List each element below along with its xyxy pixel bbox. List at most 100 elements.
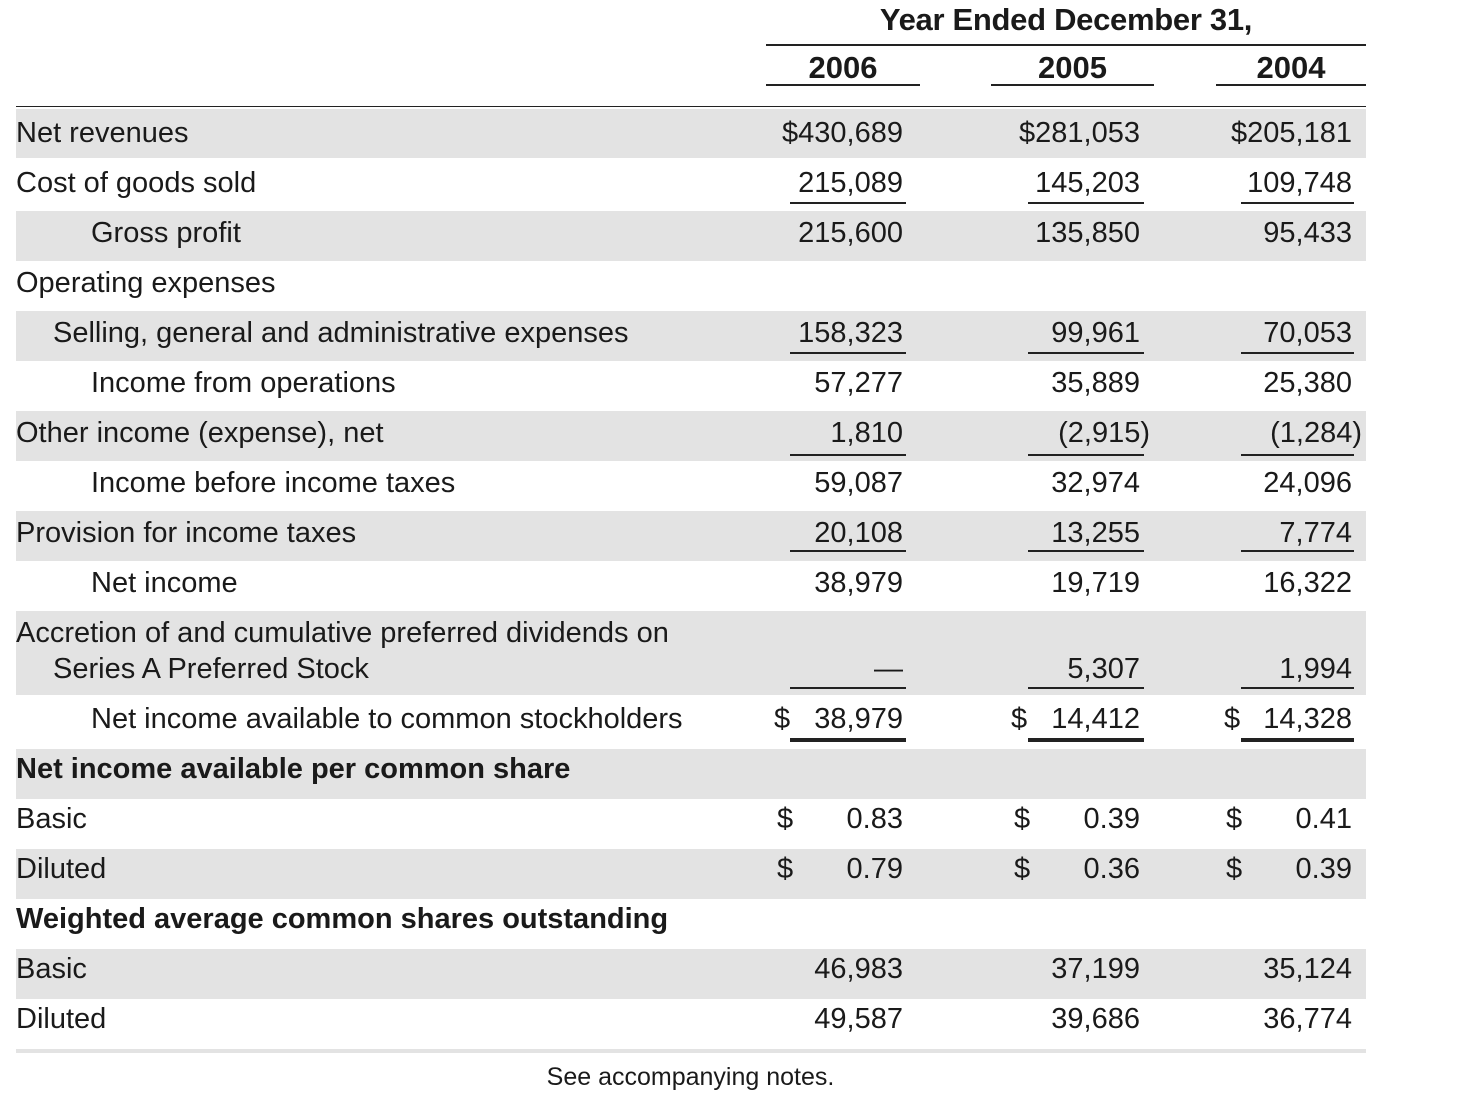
value-2004: $205,181 — [1231, 117, 1352, 149]
underline — [1028, 550, 1144, 552]
section-heading-weighted-shares: Weighted average common shares outstandi… — [16, 899, 1366, 949]
section-heading: Net income available per common share — [16, 753, 571, 785]
value-2005: 13,255 — [1051, 517, 1140, 549]
value-2005: (2,915) — [1058, 417, 1150, 449]
row-label: Diluted — [16, 853, 107, 885]
row-label: Operating expenses — [16, 267, 276, 299]
section-heading: Weighted average common shares outstandi… — [16, 903, 669, 935]
value-2004: 70,053 — [1263, 317, 1352, 349]
underline — [790, 352, 906, 354]
value-2004: 36,774 — [1263, 1003, 1352, 1035]
row-label: Other income (expense), net — [16, 417, 384, 449]
value-2005: 99,961 — [1051, 317, 1140, 349]
value-2005: 145,203 — [1035, 167, 1140, 199]
value-2005: 32,974 — [1051, 467, 1140, 499]
underline — [1241, 454, 1354, 456]
value-2006: 1,810 — [830, 417, 903, 449]
value-2004: 0.39 — [1295, 853, 1352, 885]
underline — [1241, 352, 1354, 354]
underline — [790, 550, 906, 552]
year-header-2004: 2004 — [1216, 50, 1366, 86]
row-label: Diluted — [16, 1003, 107, 1035]
underline — [790, 454, 906, 456]
section-heading-per-share: Net income available per common share — [16, 749, 1366, 799]
value-2005: 0.39 — [1083, 803, 1140, 835]
value-2006: 0.83 — [846, 803, 903, 835]
currency-symbol: $ — [777, 853, 794, 885]
table-row-cost-of-goods-sold: Cost of goods sold 215,089 145,203 109,7… — [16, 159, 1366, 209]
value-2006: 46,983 — [814, 953, 903, 985]
year-header-2005: 2005 — [991, 50, 1154, 86]
year-header-2006: 2006 — [766, 50, 920, 86]
row-label: Accretion of and cumulative preferred di… — [16, 617, 669, 649]
value-2005: 0.36 — [1083, 853, 1140, 885]
underline — [1028, 202, 1144, 204]
row-label: Net income — [91, 567, 238, 599]
value-2004: 0.41 — [1295, 803, 1352, 835]
value-2005: 35,889 — [1051, 367, 1140, 399]
value-2006: 38,979 — [814, 703, 903, 735]
currency-symbol: $ — [1014, 853, 1031, 885]
underline — [1241, 687, 1354, 689]
currency-symbol: $ — [774, 703, 791, 735]
value-2006: 20,108 — [814, 517, 903, 549]
underline — [790, 687, 906, 689]
value-2004: 35,124 — [1263, 953, 1352, 985]
double-underline — [790, 738, 906, 742]
value-2005: $281,053 — [1019, 117, 1140, 149]
value-2006: $430,689 — [782, 117, 903, 149]
value-2006: 0.79 — [846, 853, 903, 885]
double-underline — [1028, 738, 1144, 742]
value-2005: 14,412 — [1051, 703, 1140, 735]
table-bottom-rule — [16, 1049, 1366, 1053]
period-title-rule — [766, 44, 1366, 46]
value-2006: — — [874, 653, 903, 685]
currency-symbol: $ — [1011, 703, 1028, 735]
row-label: Income before income taxes — [91, 467, 456, 499]
table-row-income-before-taxes: Income before income taxes 59,087 32,974… — [16, 461, 1366, 511]
value-2005: 19,719 — [1051, 567, 1140, 599]
footnote: See accompanying notes. — [546, 1063, 835, 1091]
currency-symbol: $ — [1014, 803, 1031, 835]
period-title: Year Ended December 31, — [879, 2, 1253, 37]
value-2006: 215,600 — [798, 217, 903, 249]
currency-symbol: $ — [1226, 853, 1243, 885]
value-2004: 7,774 — [1279, 517, 1352, 549]
table-row-sga-expenses: Selling, general and administrative expe… — [16, 311, 1366, 361]
underline — [1028, 352, 1144, 354]
row-label: Basic — [16, 953, 87, 985]
value-2004: 95,433 — [1263, 217, 1352, 249]
table-row-diluted-eps: Diluted $ $ $ 0.79 0.36 0.39 — [16, 849, 1366, 899]
value-2006: 38,979 — [814, 567, 903, 599]
double-underline — [1241, 738, 1354, 742]
table-row-diluted-shares: Diluted 49,587 39,686 36,774 — [16, 999, 1366, 1049]
value-2006: 57,277 — [814, 367, 903, 399]
value-2004: 25,380 — [1263, 367, 1352, 399]
value-2005: 135,850 — [1035, 217, 1140, 249]
table-row-provision-for-taxes: Provision for income taxes 20,108 13,255… — [16, 511, 1366, 561]
table-row-other-income: Other income (expense), net 1,810 (2,915… — [16, 411, 1366, 461]
table-top-rule — [16, 106, 1366, 107]
row-label: Income from operations — [91, 367, 396, 399]
table-row-basic-shares: Basic 46,983 37,199 35,124 — [16, 949, 1366, 999]
value-2005: 39,686 — [1051, 1003, 1140, 1035]
table-row-basic-eps: Basic $ $ $ 0.83 0.39 0.41 — [16, 799, 1366, 849]
value-2004: 1,994 — [1279, 653, 1352, 685]
row-label: Cost of goods sold — [16, 167, 257, 199]
value-2004: 14,328 — [1263, 703, 1352, 735]
row-label-continued: Series A Preferred Stock — [53, 653, 369, 685]
table-row-income-from-operations: Income from operations 57,277 35,889 25,… — [16, 361, 1366, 411]
table-row-net-revenues: Net revenues $430,689 $281,053 $205,181 — [16, 109, 1366, 158]
value-2004: 24,096 — [1263, 467, 1352, 499]
underline — [1241, 202, 1354, 204]
value-2005: 37,199 — [1051, 953, 1140, 985]
underline — [1241, 550, 1354, 552]
currency-symbol: $ — [1226, 803, 1243, 835]
underline — [1028, 687, 1144, 689]
table-row-net-income: Net income 38,979 19,719 16,322 — [16, 561, 1366, 611]
row-label: Net income available to common stockhold… — [91, 703, 683, 735]
value-2006: 49,587 — [814, 1003, 903, 1035]
value-2004: 16,322 — [1263, 567, 1352, 599]
value-2005: 5,307 — [1067, 653, 1140, 685]
